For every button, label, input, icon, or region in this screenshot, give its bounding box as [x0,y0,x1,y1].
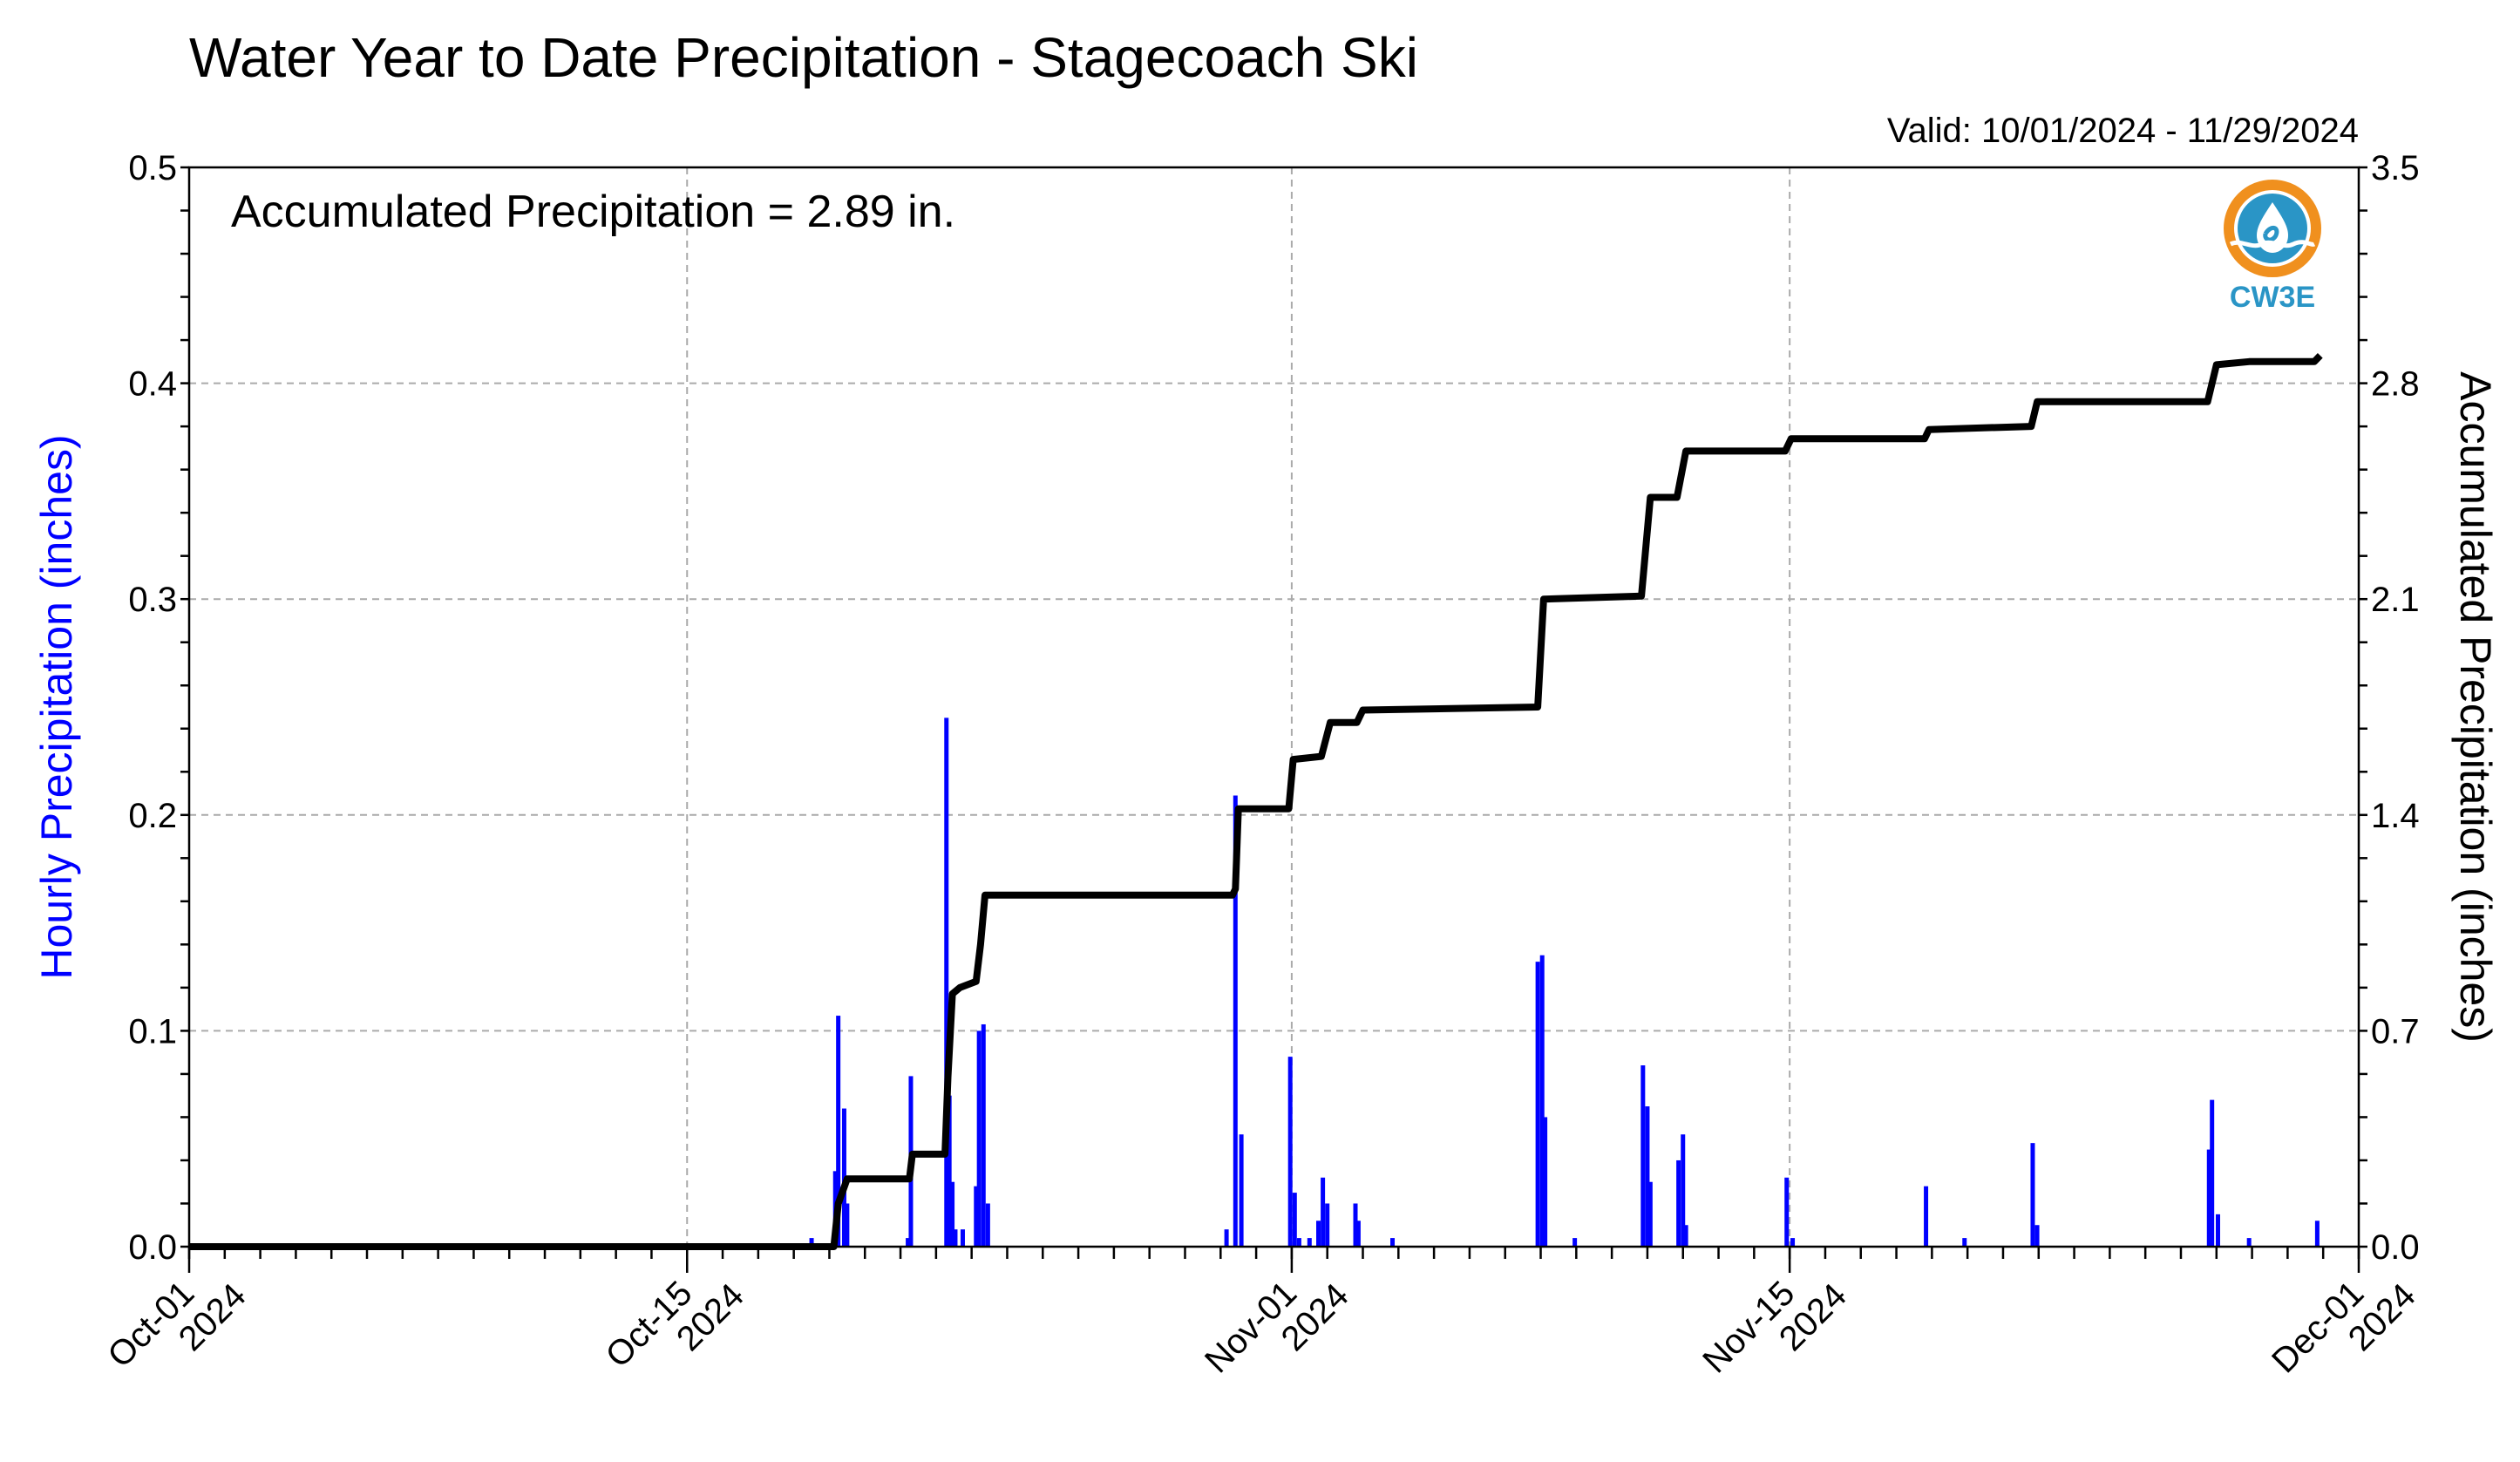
y-left-tick-label: 0.3 [128,581,177,619]
hourly-precip-bar [1325,1203,1330,1247]
hourly-precip-bar [2215,1214,2220,1247]
hourly-precip-bar [1292,1193,1297,1247]
logo-waves [2229,240,2316,248]
y-left-tick-label: 0.2 [128,797,177,835]
hourly-precip-bar [2034,1225,2040,1247]
hourly-precip-bar [1640,1065,1646,1247]
y-right-tick-label: 0.0 [2371,1228,2420,1267]
hourly-precip-bar [1676,1159,1681,1247]
hourly-precip-bar [947,1095,952,1247]
y-axis-right-label: Accumulated Precipitation (inches) [2451,371,2500,1043]
hourly-precip-bar [1307,1238,1312,1247]
y-left-tick-label: 0.0 [128,1228,177,1267]
hourly-precip-bar [2246,1238,2252,1247]
hourly-precip-bar [1239,1134,1244,1247]
chart-title: Water Year to Date Precipitation - Stage… [189,26,1418,89]
hourly-precip-bar [1287,1057,1293,1247]
y-right-tick-label: 2.1 [2371,581,2420,619]
hourly-precip-bar [809,1238,814,1247]
grid-lines [189,167,2359,1247]
hourly-precip-bar [2030,1143,2035,1247]
accumulated-precip-line [189,353,2323,1250]
hourly-precip-bar [944,717,949,1247]
hourly-precip-bar [906,1238,911,1247]
hourly-precip-bar [2206,1149,2211,1247]
y-right-tick-label: 0.7 [2371,1012,2420,1051]
hourly-precip-bar [1572,1238,1578,1247]
hourly-precip-bar [1683,1225,1688,1247]
hourly-precip-bar [1316,1221,1321,1247]
logo-text: CW3E [2230,281,2315,314]
hourly-precip-bar [1355,1221,1361,1247]
hourly-precip-bar [1924,1186,1929,1247]
hourly-precip-bar [976,1030,982,1247]
hourly-precip-bar [1784,1177,1790,1247]
y-right-tick-label: 2.8 [2371,365,2420,404]
hourly-precip-bar [1681,1134,1686,1247]
y-right-tick-label: 3.5 [2371,149,2420,187]
hourly-precip-bar [1353,1203,1358,1247]
y-axis-left-label: Hourly Precipitation (inches) [32,434,81,979]
plot-frame [187,166,2360,1248]
hourly-precip-bar [974,1186,979,1247]
y-left-tick-label: 0.4 [128,365,177,404]
axis-ticks [180,166,2367,1273]
accumulated-precip-line-layer [189,353,2323,1250]
logo-swirl [2263,226,2279,242]
hourly-precip-bar [950,1181,955,1247]
logo-ring [2224,180,2321,277]
hourly-precip-bar [1321,1177,1326,1247]
y-right-tick-label: 1.4 [2371,797,2420,835]
accumulated-annotation: Accumulated Precipitation = 2.89 in. [231,187,955,237]
hourly-precip-bar [1296,1238,1301,1247]
hourly-precip-bar [953,1229,958,1247]
y-left-tick-label: 0.1 [128,1012,177,1051]
hourly-precip-bar [836,1016,841,1247]
hourly-precip-bar [1962,1238,1967,1247]
valid-range: Valid: 10/01/2024 - 11/29/2024 [1887,112,2359,150]
hourly-precip-bar [1390,1238,1396,1247]
hourly-precip-bar [1535,962,1540,1247]
hourly-precip-bar [1224,1229,1229,1247]
cw3e-logo: CW3E [2224,180,2321,314]
hourly-precip-bar [2314,1221,2320,1247]
hourly-precip-bar [1647,1181,1653,1247]
hourly-precip-bars [809,717,2320,1247]
hourly-precip-bar [1790,1238,1796,1247]
y-left-tick-label: 0.5 [128,149,177,187]
hourly-precip-bar [845,1203,850,1247]
hourly-precip-bar [1543,1117,1548,1247]
hourly-precip-bar [2210,1099,2215,1247]
hourly-precip-bar [1539,955,1545,1247]
hourly-precip-bar [1233,795,1238,1247]
hourly-precip-bar [985,1203,990,1247]
hourly-precip-bar [1645,1106,1650,1247]
hourly-precip-bar [960,1229,965,1247]
hourly-precip-bar [981,1023,986,1247]
